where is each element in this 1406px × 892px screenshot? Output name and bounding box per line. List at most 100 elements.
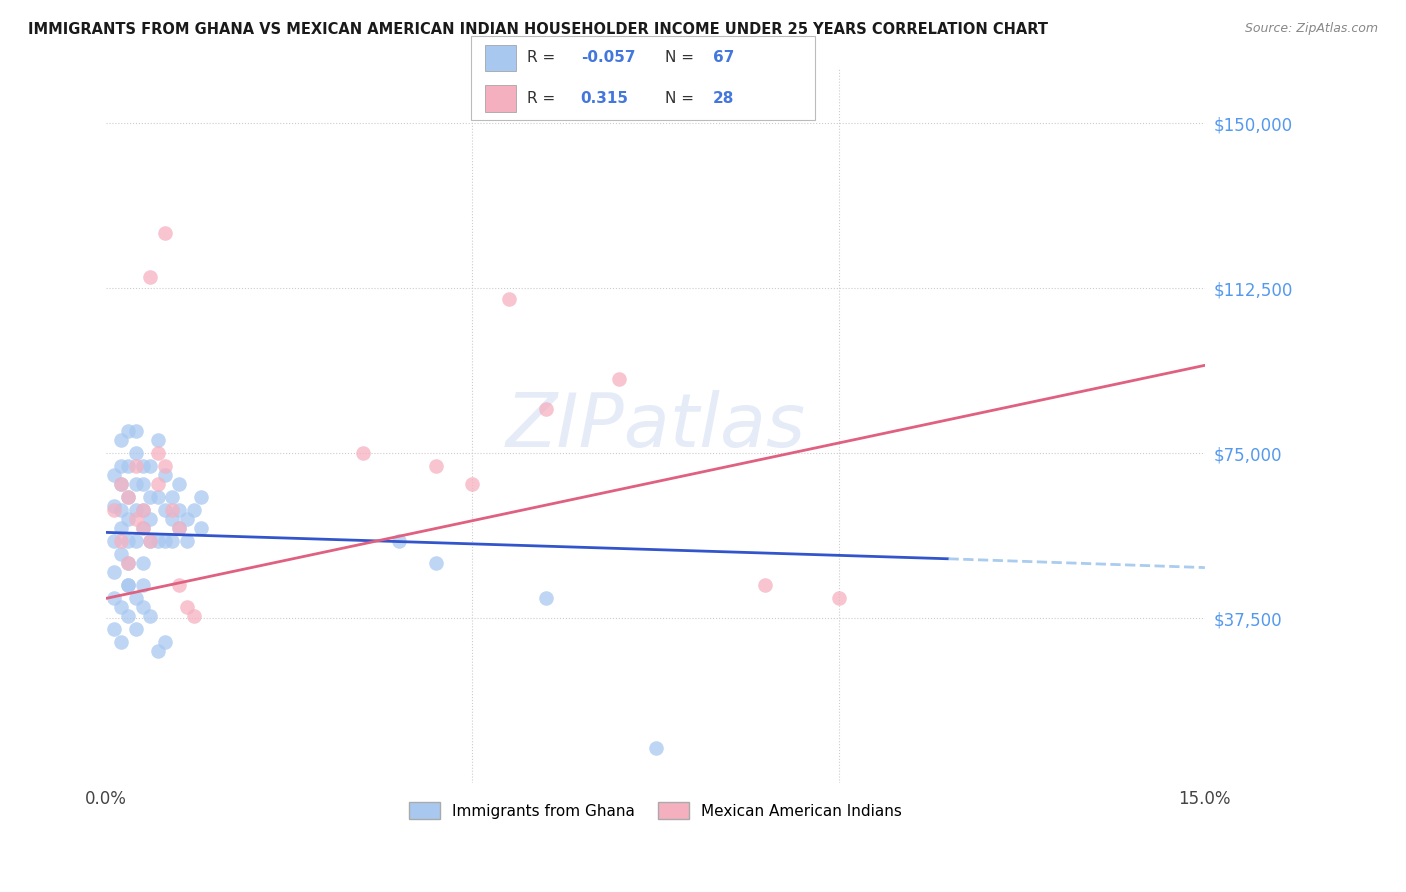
Text: N =: N = <box>665 51 695 65</box>
Point <box>110 548 132 562</box>
Point <box>534 591 557 606</box>
Point <box>132 578 155 592</box>
Point <box>183 609 205 624</box>
Point <box>153 468 176 483</box>
Point <box>176 600 198 615</box>
Point <box>117 424 139 438</box>
Point <box>169 521 191 535</box>
Point <box>103 591 125 606</box>
Point <box>153 635 176 649</box>
Point <box>169 521 191 535</box>
Point <box>169 477 191 491</box>
Point <box>146 433 169 447</box>
Point <box>110 477 132 491</box>
Point <box>153 534 176 549</box>
Point <box>117 534 139 549</box>
Text: ZIPatlas: ZIPatlas <box>506 390 806 462</box>
Point <box>644 740 666 755</box>
Point <box>139 534 162 549</box>
Point <box>124 424 146 438</box>
Point <box>146 477 169 491</box>
Point <box>176 534 198 549</box>
Point <box>190 490 212 504</box>
Point <box>139 609 162 624</box>
Point <box>110 503 132 517</box>
Point <box>132 521 155 535</box>
Point <box>132 503 155 517</box>
Point <box>117 490 139 504</box>
Text: 67: 67 <box>713 51 734 65</box>
Text: N =: N = <box>665 91 695 105</box>
Point <box>103 534 125 549</box>
Point <box>425 556 447 570</box>
Point <box>117 490 139 504</box>
Point <box>132 459 155 474</box>
Point <box>132 477 155 491</box>
Point <box>124 622 146 636</box>
Point <box>124 512 146 526</box>
Point <box>124 477 146 491</box>
Point <box>132 600 155 615</box>
Point <box>132 556 155 570</box>
Text: R =: R = <box>527 91 555 105</box>
Text: Source: ZipAtlas.com: Source: ZipAtlas.com <box>1244 22 1378 36</box>
Point <box>754 578 776 592</box>
Point <box>146 490 169 504</box>
Point <box>146 534 169 549</box>
Point <box>153 459 176 474</box>
Point <box>461 477 484 491</box>
Point <box>103 503 125 517</box>
Point <box>110 477 132 491</box>
Point <box>425 459 447 474</box>
Point <box>827 591 849 606</box>
Point <box>153 227 176 241</box>
Point <box>534 402 557 417</box>
Text: -0.057: -0.057 <box>581 51 636 65</box>
Point <box>103 468 125 483</box>
Point <box>139 459 162 474</box>
Point <box>103 565 125 579</box>
Point <box>117 609 139 624</box>
Text: 28: 28 <box>713 91 734 105</box>
Point <box>110 433 132 447</box>
Point <box>117 578 139 592</box>
Text: R =: R = <box>527 51 555 65</box>
Point <box>139 512 162 526</box>
Legend: Immigrants from Ghana, Mexican American Indians: Immigrants from Ghana, Mexican American … <box>404 796 908 825</box>
Point <box>160 512 183 526</box>
Point <box>388 534 411 549</box>
Point <box>139 534 162 549</box>
Point <box>169 503 191 517</box>
Text: IMMIGRANTS FROM GHANA VS MEXICAN AMERICAN INDIAN HOUSEHOLDER INCOME UNDER 25 YEA: IMMIGRANTS FROM GHANA VS MEXICAN AMERICA… <box>28 22 1047 37</box>
Point <box>176 512 198 526</box>
Point <box>160 490 183 504</box>
Point <box>110 534 132 549</box>
Point <box>169 578 191 592</box>
Point <box>190 521 212 535</box>
Point <box>110 635 132 649</box>
Point <box>110 521 132 535</box>
Point <box>146 446 169 460</box>
Point <box>132 503 155 517</box>
Point <box>160 534 183 549</box>
Point <box>139 490 162 504</box>
Point <box>139 270 162 285</box>
Point <box>117 459 139 474</box>
Point <box>124 503 146 517</box>
Point <box>498 293 520 307</box>
Point <box>103 622 125 636</box>
Text: 0.315: 0.315 <box>581 91 628 105</box>
Point <box>153 503 176 517</box>
Point <box>117 578 139 592</box>
Point <box>110 459 132 474</box>
Point <box>146 644 169 658</box>
Point <box>124 446 146 460</box>
Point <box>132 521 155 535</box>
Point <box>160 503 183 517</box>
Point <box>103 499 125 513</box>
Point <box>117 556 139 570</box>
Point <box>117 512 139 526</box>
Point <box>124 534 146 549</box>
Point <box>124 459 146 474</box>
Point <box>110 600 132 615</box>
